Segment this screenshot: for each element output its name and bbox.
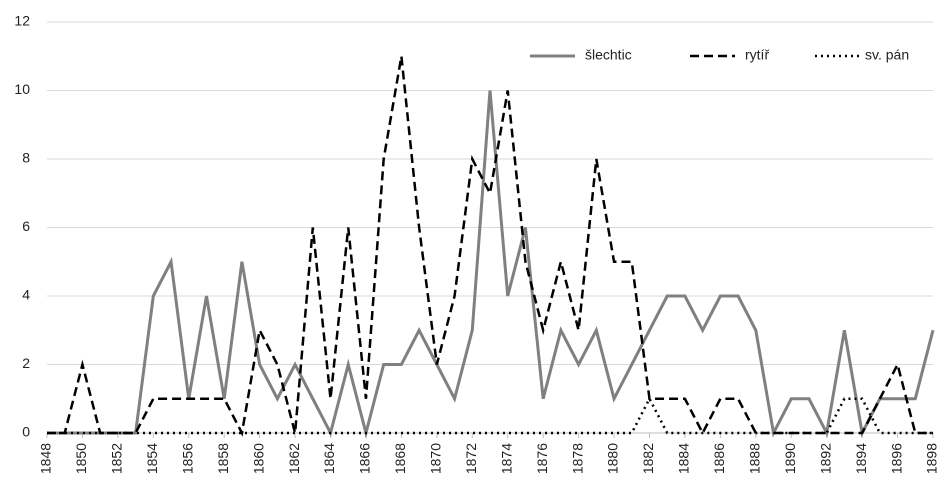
x-tick-label: 1856 [179, 443, 195, 474]
y-tick-label: 8 [22, 150, 30, 166]
x-tick-label: 1876 [534, 443, 550, 474]
x-tick-label: 1898 [924, 443, 940, 474]
x-tick-label: 1872 [463, 443, 479, 474]
x-tick-label: 1874 [498, 443, 514, 474]
x-tick-label: 1858 [215, 443, 231, 474]
x-tick-label: 1850 [73, 443, 89, 474]
y-tick-label: 12 [14, 13, 30, 29]
legend-label: šlechtic [585, 47, 632, 63]
legend-label: rytíř [745, 47, 769, 63]
x-tick-label: 1886 [711, 443, 727, 474]
x-tick-label: 1870 [428, 443, 444, 474]
y-tick-label: 2 [22, 355, 30, 371]
legend-label: sv. pán [865, 47, 909, 63]
y-tick-label: 10 [14, 81, 30, 97]
x-tick-label: 1894 [853, 443, 869, 474]
line-series [47, 396, 933, 435]
x-tick-label: 1888 [747, 443, 763, 474]
x-tick-label: 1878 [569, 443, 585, 474]
x-tick-label: 1868 [392, 443, 408, 474]
x-tick-label: 1848 [38, 443, 54, 474]
x-tick-label: 1884 [676, 443, 692, 474]
x-tick-label: 1882 [640, 443, 656, 474]
x-tick-label: 1892 [817, 443, 833, 474]
y-tick-label: 6 [22, 218, 30, 234]
x-tick-label: 1890 [782, 443, 798, 474]
x-tick-label: 1864 [321, 443, 337, 474]
x-tick-label: 1854 [144, 443, 160, 474]
x-tick-label: 1880 [605, 443, 621, 474]
x-tick-label: 1862 [286, 443, 302, 474]
x-tick-label: 1896 [888, 443, 904, 474]
line-series [47, 90, 935, 439]
line-series [47, 56, 933, 437]
y-tick-label: 4 [22, 287, 30, 303]
x-tick-label: 1866 [357, 443, 373, 474]
y-tick-label: 0 [22, 424, 30, 440]
x-tick-label: 1860 [250, 443, 266, 474]
x-tick-label: 1852 [109, 443, 125, 474]
